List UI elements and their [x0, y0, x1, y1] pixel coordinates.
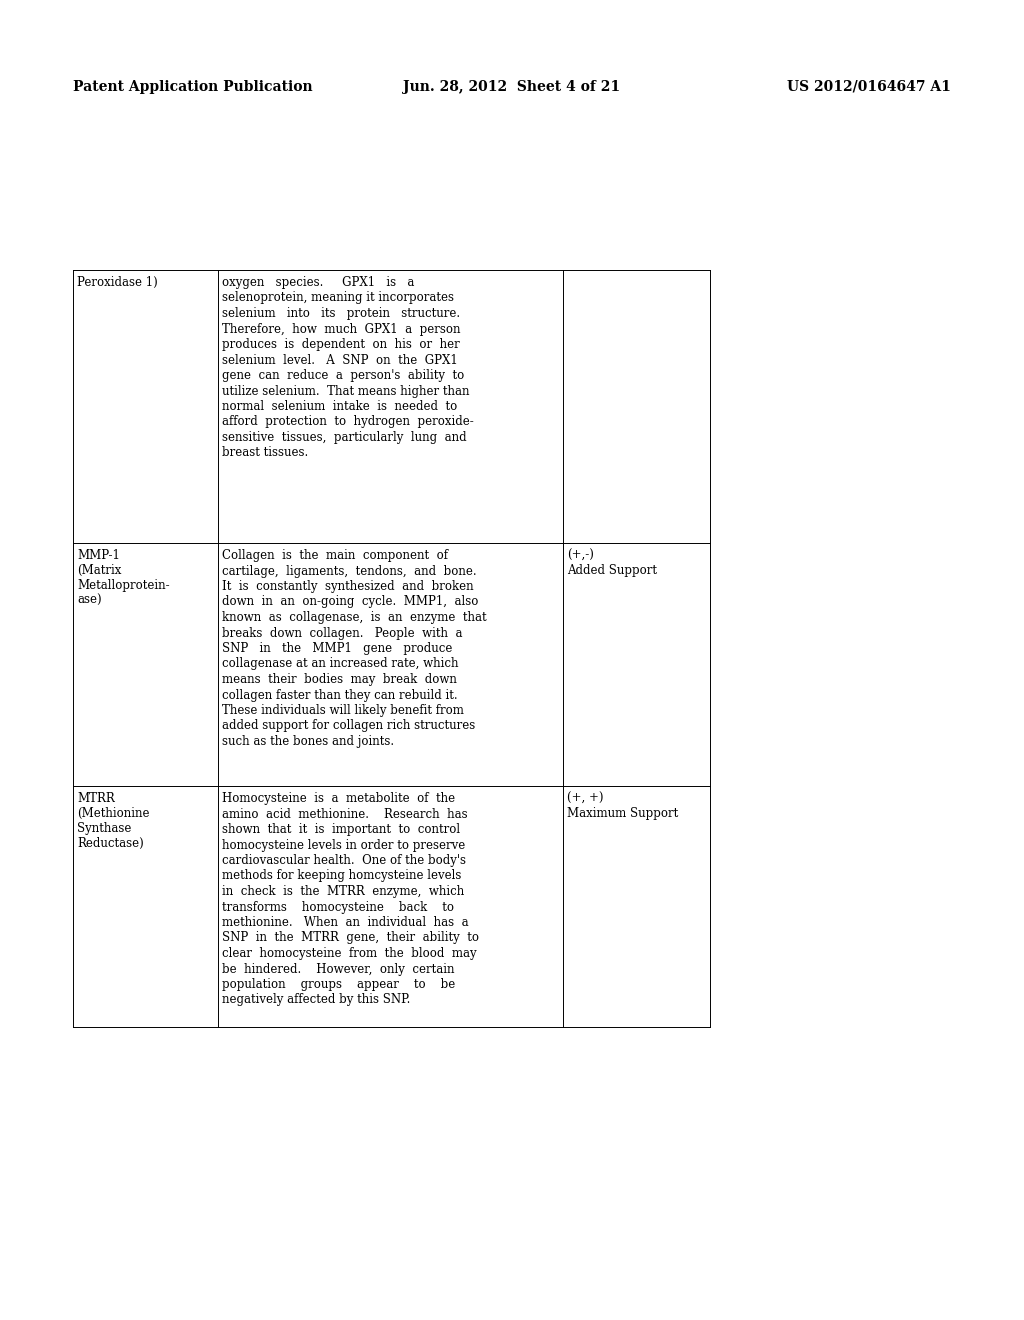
- Text: Jun. 28, 2012  Sheet 4 of 21: Jun. 28, 2012 Sheet 4 of 21: [403, 81, 621, 94]
- Text: selenium  level.   A  SNP  on  the  GPX1: selenium level. A SNP on the GPX1: [222, 354, 458, 367]
- Text: negatively affected by this SNP.: negatively affected by this SNP.: [222, 994, 411, 1006]
- Text: SNP  in  the  MTRR  gene,  their  ability  to: SNP in the MTRR gene, their ability to: [222, 932, 479, 945]
- Text: These individuals will likely benefit from: These individuals will likely benefit fr…: [222, 704, 464, 717]
- Text: down  in  an  on-going  cycle.  MMP1,  also: down in an on-going cycle. MMP1, also: [222, 595, 478, 609]
- Text: breast tissues.: breast tissues.: [222, 446, 308, 459]
- Text: amino  acid  methionine.    Research  has: amino acid methionine. Research has: [222, 808, 468, 821]
- Text: Collagen  is  the  main  component  of: Collagen is the main component of: [222, 549, 449, 562]
- Text: collagenase at an increased rate, which: collagenase at an increased rate, which: [222, 657, 459, 671]
- Text: population    groups    appear    to    be: population groups appear to be: [222, 978, 456, 991]
- Text: Patent Application Publication: Patent Application Publication: [73, 81, 312, 94]
- Text: US 2012/0164647 A1: US 2012/0164647 A1: [787, 81, 951, 94]
- Text: Therefore,  how  much  GPX1  a  person: Therefore, how much GPX1 a person: [222, 322, 461, 335]
- Text: known  as  collagenase,  is  an  enzyme  that: known as collagenase, is an enzyme that: [222, 611, 486, 624]
- Text: methionine.   When  an  individual  has  a: methionine. When an individual has a: [222, 916, 469, 929]
- Text: collagen faster than they can rebuild it.: collagen faster than they can rebuild it…: [222, 689, 458, 701]
- Text: normal  selenium  intake  is  needed  to: normal selenium intake is needed to: [222, 400, 458, 413]
- Text: (+,-)
Added Support: (+,-) Added Support: [567, 549, 657, 577]
- Text: homocysteine levels in order to preserve: homocysteine levels in order to preserve: [222, 838, 465, 851]
- Text: MTRR
(Methionine
Synthase
Reductase): MTRR (Methionine Synthase Reductase): [77, 792, 150, 850]
- Text: clear  homocysteine  from  the  blood  may: clear homocysteine from the blood may: [222, 946, 476, 960]
- Text: sensitive  tissues,  particularly  lung  and: sensitive tissues, particularly lung and: [222, 432, 467, 444]
- Text: Homocysteine  is  a  metabolite  of  the: Homocysteine is a metabolite of the: [222, 792, 455, 805]
- Text: produces  is  dependent  on  his  or  her: produces is dependent on his or her: [222, 338, 460, 351]
- Text: MMP-1
(Matrix
Metalloprotein-
ase): MMP-1 (Matrix Metalloprotein- ase): [77, 549, 170, 607]
- Text: in  check  is  the  MTRR  enzyme,  which: in check is the MTRR enzyme, which: [222, 884, 464, 898]
- Text: utilize selenium.  That means higher than: utilize selenium. That means higher than: [222, 384, 469, 397]
- Text: be  hindered.    However,  only  certain: be hindered. However, only certain: [222, 962, 455, 975]
- Text: oxygen   species.     GPX1   is   a: oxygen species. GPX1 is a: [222, 276, 415, 289]
- Text: Peroxidase 1): Peroxidase 1): [77, 276, 158, 289]
- Text: methods for keeping homcysteine levels: methods for keeping homcysteine levels: [222, 870, 462, 883]
- Text: selenium   into   its   protein   structure.: selenium into its protein structure.: [222, 308, 460, 319]
- Text: SNP   in   the   MMP1   gene   produce: SNP in the MMP1 gene produce: [222, 642, 453, 655]
- Text: added support for collagen rich structures: added support for collagen rich structur…: [222, 719, 475, 733]
- Text: cardiovascular health.  One of the body's: cardiovascular health. One of the body's: [222, 854, 466, 867]
- Text: It  is  constantly  synthesized  and  broken: It is constantly synthesized and broken: [222, 579, 474, 593]
- Text: gene  can  reduce  a  person's  ability  to: gene can reduce a person's ability to: [222, 370, 464, 381]
- Text: afford  protection  to  hydrogen  peroxide-: afford protection to hydrogen peroxide-: [222, 416, 474, 429]
- Text: (+, +)
Maximum Support: (+, +) Maximum Support: [567, 792, 678, 820]
- Text: such as the bones and joints.: such as the bones and joints.: [222, 735, 394, 748]
- Text: means  their  bodies  may  break  down: means their bodies may break down: [222, 673, 457, 686]
- Text: transforms    homocysteine    back    to: transforms homocysteine back to: [222, 900, 454, 913]
- Text: breaks  down  collagen.   People  with  a: breaks down collagen. People with a: [222, 627, 463, 639]
- Text: cartilage,  ligaments,  tendons,  and  bone.: cartilage, ligaments, tendons, and bone.: [222, 565, 476, 578]
- Text: selenoprotein, meaning it incorporates: selenoprotein, meaning it incorporates: [222, 292, 454, 305]
- Text: shown  that  it  is  important  to  control: shown that it is important to control: [222, 822, 460, 836]
